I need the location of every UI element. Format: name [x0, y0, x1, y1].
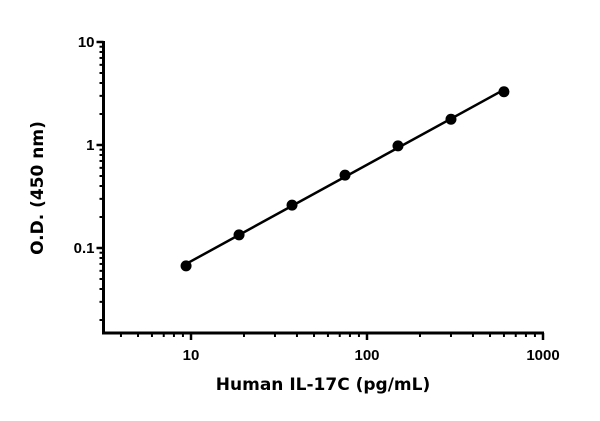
y-axis: 0.1 1 10 [74, 34, 105, 335]
data-point [498, 86, 510, 98]
data-point [445, 113, 457, 125]
data-point [233, 229, 245, 241]
y-tick-label: 10 [78, 34, 95, 51]
data-point [339, 169, 351, 181]
data-point [392, 140, 404, 152]
data-point [286, 199, 298, 211]
x-tick-label: 10 [183, 347, 200, 364]
x-axis-title: Human IL-17C (pg/mL) [216, 375, 430, 395]
y-tick-label: 0.1 [74, 240, 95, 257]
x-tick-label: 100 [354, 347, 379, 364]
y-axis-title: O.D. (450 nm) [28, 121, 48, 255]
data-point [180, 260, 192, 272]
plot-area [180, 86, 510, 272]
y-tick-label: 1 [86, 137, 94, 154]
x-tick-label: 1000 [526, 347, 559, 364]
x-axis: 10 100 1000 [102, 331, 560, 364]
